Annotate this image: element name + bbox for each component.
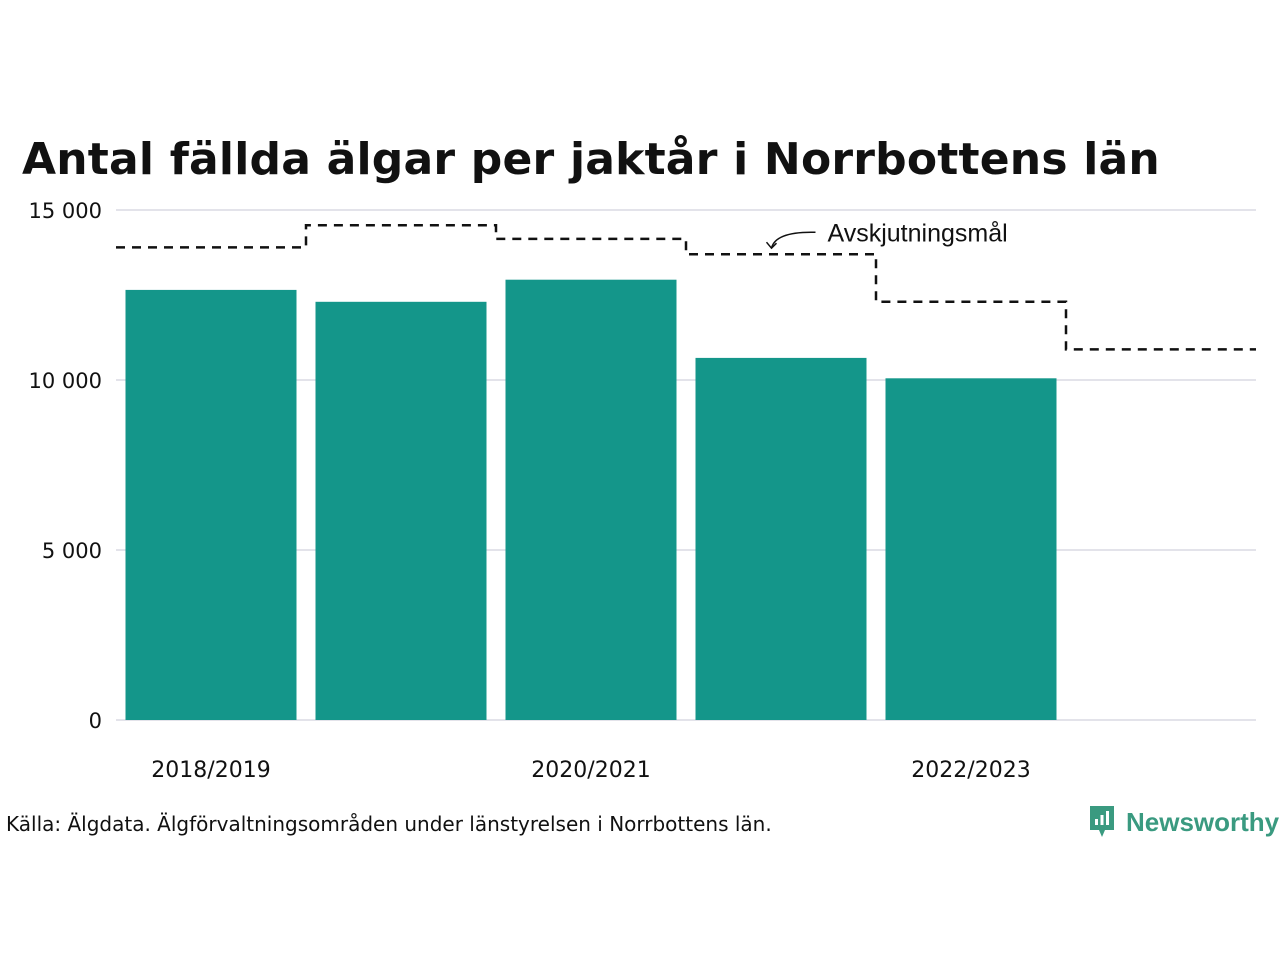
bar-2022-2023 xyxy=(885,378,1057,720)
y-tick-label: 5 000 xyxy=(42,539,102,563)
y-tick-labels: 0 5 000 10 000 15 000 xyxy=(29,199,102,733)
bar-2019-2020 xyxy=(315,301,487,720)
newsworthy-logo-icon xyxy=(1090,806,1114,837)
annotation-arrowhead xyxy=(765,241,778,250)
bar-2021-2022 xyxy=(695,357,867,720)
x-tick-labels: 2018/2019 2020/2021 2022/2023 xyxy=(151,758,1030,783)
grid-lines xyxy=(116,209,1256,721)
brand-name: Newsworthy xyxy=(1126,806,1280,837)
x-tick-label: 2018/2019 xyxy=(151,758,270,783)
x-tick-label: 2022/2023 xyxy=(911,758,1030,783)
annotation-arrow xyxy=(770,231,816,249)
y-tick-label: 0 xyxy=(89,709,102,733)
target-line xyxy=(116,224,1256,351)
target-annotation: Avskjutningsmål xyxy=(765,219,1008,250)
source-note: Källa: Älgdata. Älgförvaltningsområden u… xyxy=(6,812,772,836)
annotation-label: Avskjutningsmål xyxy=(828,219,1008,247)
chart-title: Antal fällda älgar per jaktår i Norrbott… xyxy=(22,134,1160,185)
y-tick-label: 15 000 xyxy=(29,199,102,223)
bar-2018-2019 xyxy=(125,289,297,720)
bars xyxy=(125,279,1057,720)
y-tick-label: 10 000 xyxy=(29,369,102,393)
x-tick-label: 2020/2021 xyxy=(531,758,650,783)
bar-2020-2021 xyxy=(505,279,677,720)
target-step-line xyxy=(116,224,1256,351)
brand-logo: Newsworthy xyxy=(1088,804,1279,840)
